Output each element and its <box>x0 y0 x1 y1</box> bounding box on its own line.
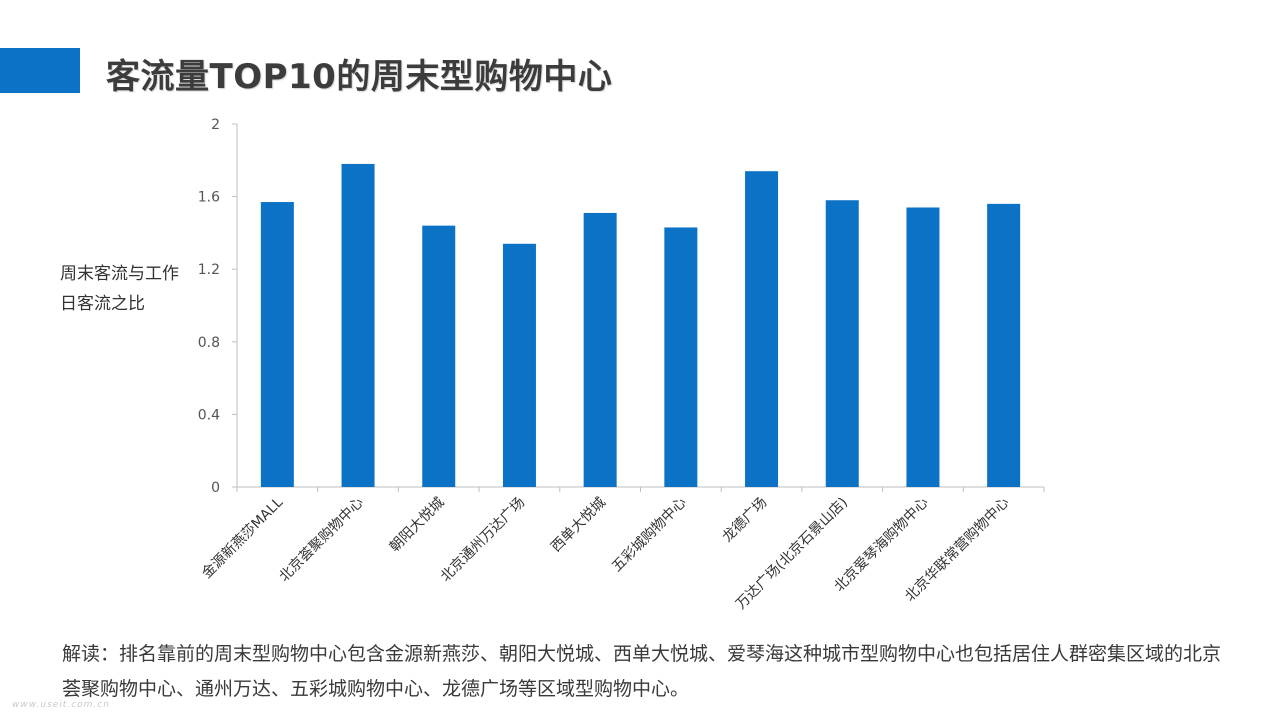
y-tick-label: 0.4 <box>198 407 220 423</box>
watermark: www.useit.com.cn <box>12 700 110 710</box>
x-category-label: 龙德广场 <box>719 495 770 546</box>
chart-bars <box>260 163 1021 488</box>
bar <box>583 212 617 487</box>
x-category-label: 朝阳大悦城 <box>387 495 448 556</box>
bar <box>664 227 698 487</box>
y-tick-label: 0.8 <box>198 335 220 351</box>
y-tick-label: 2 <box>211 117 220 133</box>
y-tick-label: 0 <box>211 480 220 496</box>
x-category-label: 北京荟聚购物中心 <box>276 494 367 585</box>
x-category-label: 北京通州万达广场 <box>438 495 529 586</box>
bar <box>987 203 1021 488</box>
chart-description: 解读：排名靠前的周末型购物中心包含金源新燕莎、朝阳大悦城、西单大悦城、爱琴海这种… <box>62 643 1222 700</box>
y-tick-labels: 0 0.4 0.8 1.2 1.6 2 <box>198 117 220 496</box>
bar <box>906 207 940 488</box>
x-category-label: 五彩城购物中心 <box>609 495 690 576</box>
bar <box>745 171 779 487</box>
y-axis-title: 周末客流与工作日客流之比 <box>60 264 179 314</box>
x-category-label: 西单大悦城 <box>548 495 609 556</box>
page-title: 客流量TOP10的周末型购物中心 <box>106 57 613 97</box>
y-tick-label: 1.2 <box>198 262 220 278</box>
x-category-label: 金源新燕莎MALL <box>199 494 286 581</box>
y-tick-label: 1.6 <box>198 190 220 206</box>
bar <box>260 202 294 488</box>
bar <box>502 243 536 487</box>
title-accent-bar <box>0 48 80 93</box>
bar <box>341 163 375 487</box>
bar <box>422 225 456 487</box>
bar <box>825 200 859 488</box>
